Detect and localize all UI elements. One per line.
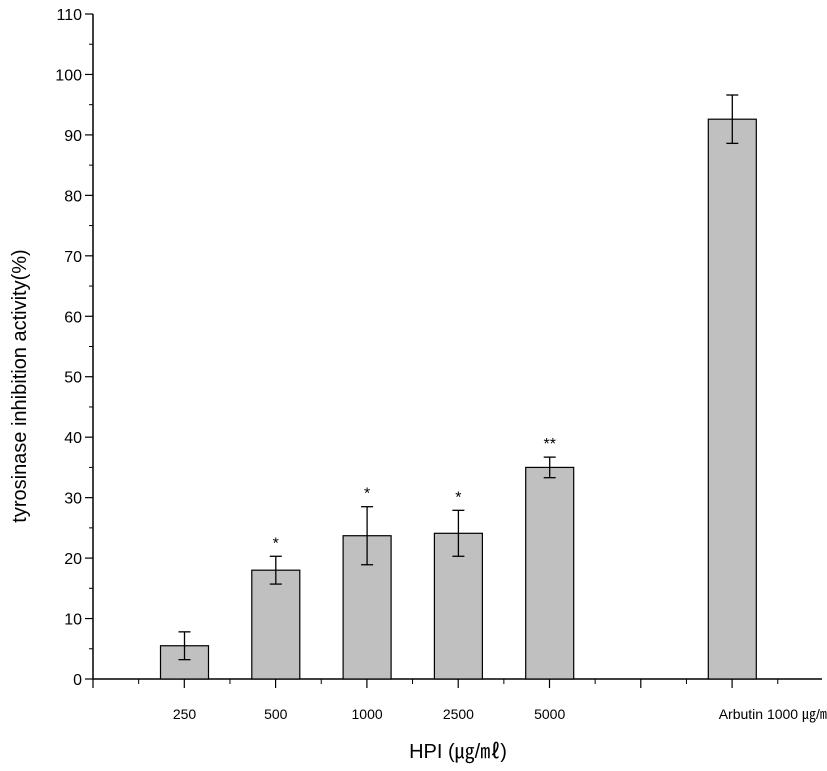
x-tick-labels: 250 500 1000 2500 5000 Arbutin 1000 ㎍/㎖: [173, 706, 827, 723]
x-tick-label: 250: [173, 706, 197, 722]
y-tick-label: 10: [64, 612, 82, 629]
y-tick-label: 30: [64, 491, 82, 508]
x-tick-label: Arbutin 1000 ㎍/㎖: [719, 706, 827, 723]
y-tick-label: 100: [55, 67, 82, 84]
bars: ** ***: [159, 94, 757, 680]
bar: [707, 118, 757, 680]
axes: [85, 13, 822, 688]
significance-label: **: [543, 436, 555, 453]
y-tick-label: 20: [64, 551, 82, 568]
bar: [433, 532, 483, 680]
x-tick-label: 2500: [443, 706, 474, 722]
significance-label: *: [364, 486, 370, 503]
x-axis-title: HPI (㎍/㎖): [409, 741, 507, 763]
y-tick-label: 50: [64, 370, 82, 387]
bar: [251, 569, 301, 680]
y-tick-label: 40: [64, 430, 82, 447]
y-tick-labels: 0 10 20 30 40 50 60 70 80 90 100 110: [55, 7, 82, 689]
x-tick-label: 1000: [352, 706, 383, 722]
significance-label: *: [273, 535, 279, 552]
y-tick-label: 80: [64, 188, 82, 205]
y-tick-label: 90: [64, 128, 82, 145]
y-tick-label: 0: [73, 672, 82, 689]
y-tick-label: 110: [56, 7, 82, 24]
x-tick-label: 500: [264, 706, 288, 722]
x-tick-label: 5000: [534, 706, 565, 722]
significance-label: *: [455, 489, 461, 506]
y-tick-label: 60: [64, 309, 82, 326]
bar: [525, 466, 575, 680]
y-tick-label: 70: [64, 249, 82, 266]
y-axis-title: tyrosinase inhibition activity(%): [9, 249, 31, 522]
